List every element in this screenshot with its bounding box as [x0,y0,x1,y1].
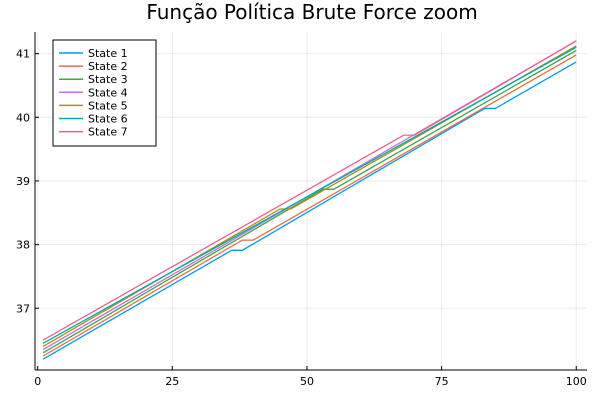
x-tick-label: 25 [165,375,179,388]
x-tick-label: 100 [566,375,587,388]
legend-label: State 6 [88,113,128,126]
legend-label: State 1 [88,47,128,60]
y-tick-label: 39 [16,175,30,188]
series-line-state-3 [42,49,577,354]
legend-label: State 4 [88,86,128,99]
series-line-state-7 [42,40,577,341]
grid [35,32,587,370]
legend-label: State 2 [88,60,128,73]
legend-label: State 3 [88,73,128,86]
chart-title: Função Política Brute Force zoom [146,0,477,24]
x-tick-label: 50 [300,375,314,388]
y-tick-label: 38 [16,239,30,252]
x-tick-label: 75 [435,375,449,388]
x-tick-label: 0 [34,375,41,388]
series-line-state-2 [42,54,577,357]
y-tick-label: 40 [16,111,30,124]
series-lines [42,40,577,360]
legend-label: State 7 [88,126,128,139]
series-line-state-6 [42,46,577,344]
axes: 0 25 50 75 100 37 38 39 40 41 [16,32,587,388]
legend-label: State 5 [88,99,128,112]
y-tick-label: 41 [16,48,30,61]
series-line-state-1 [42,61,577,360]
y-tick-label: 37 [16,302,30,315]
